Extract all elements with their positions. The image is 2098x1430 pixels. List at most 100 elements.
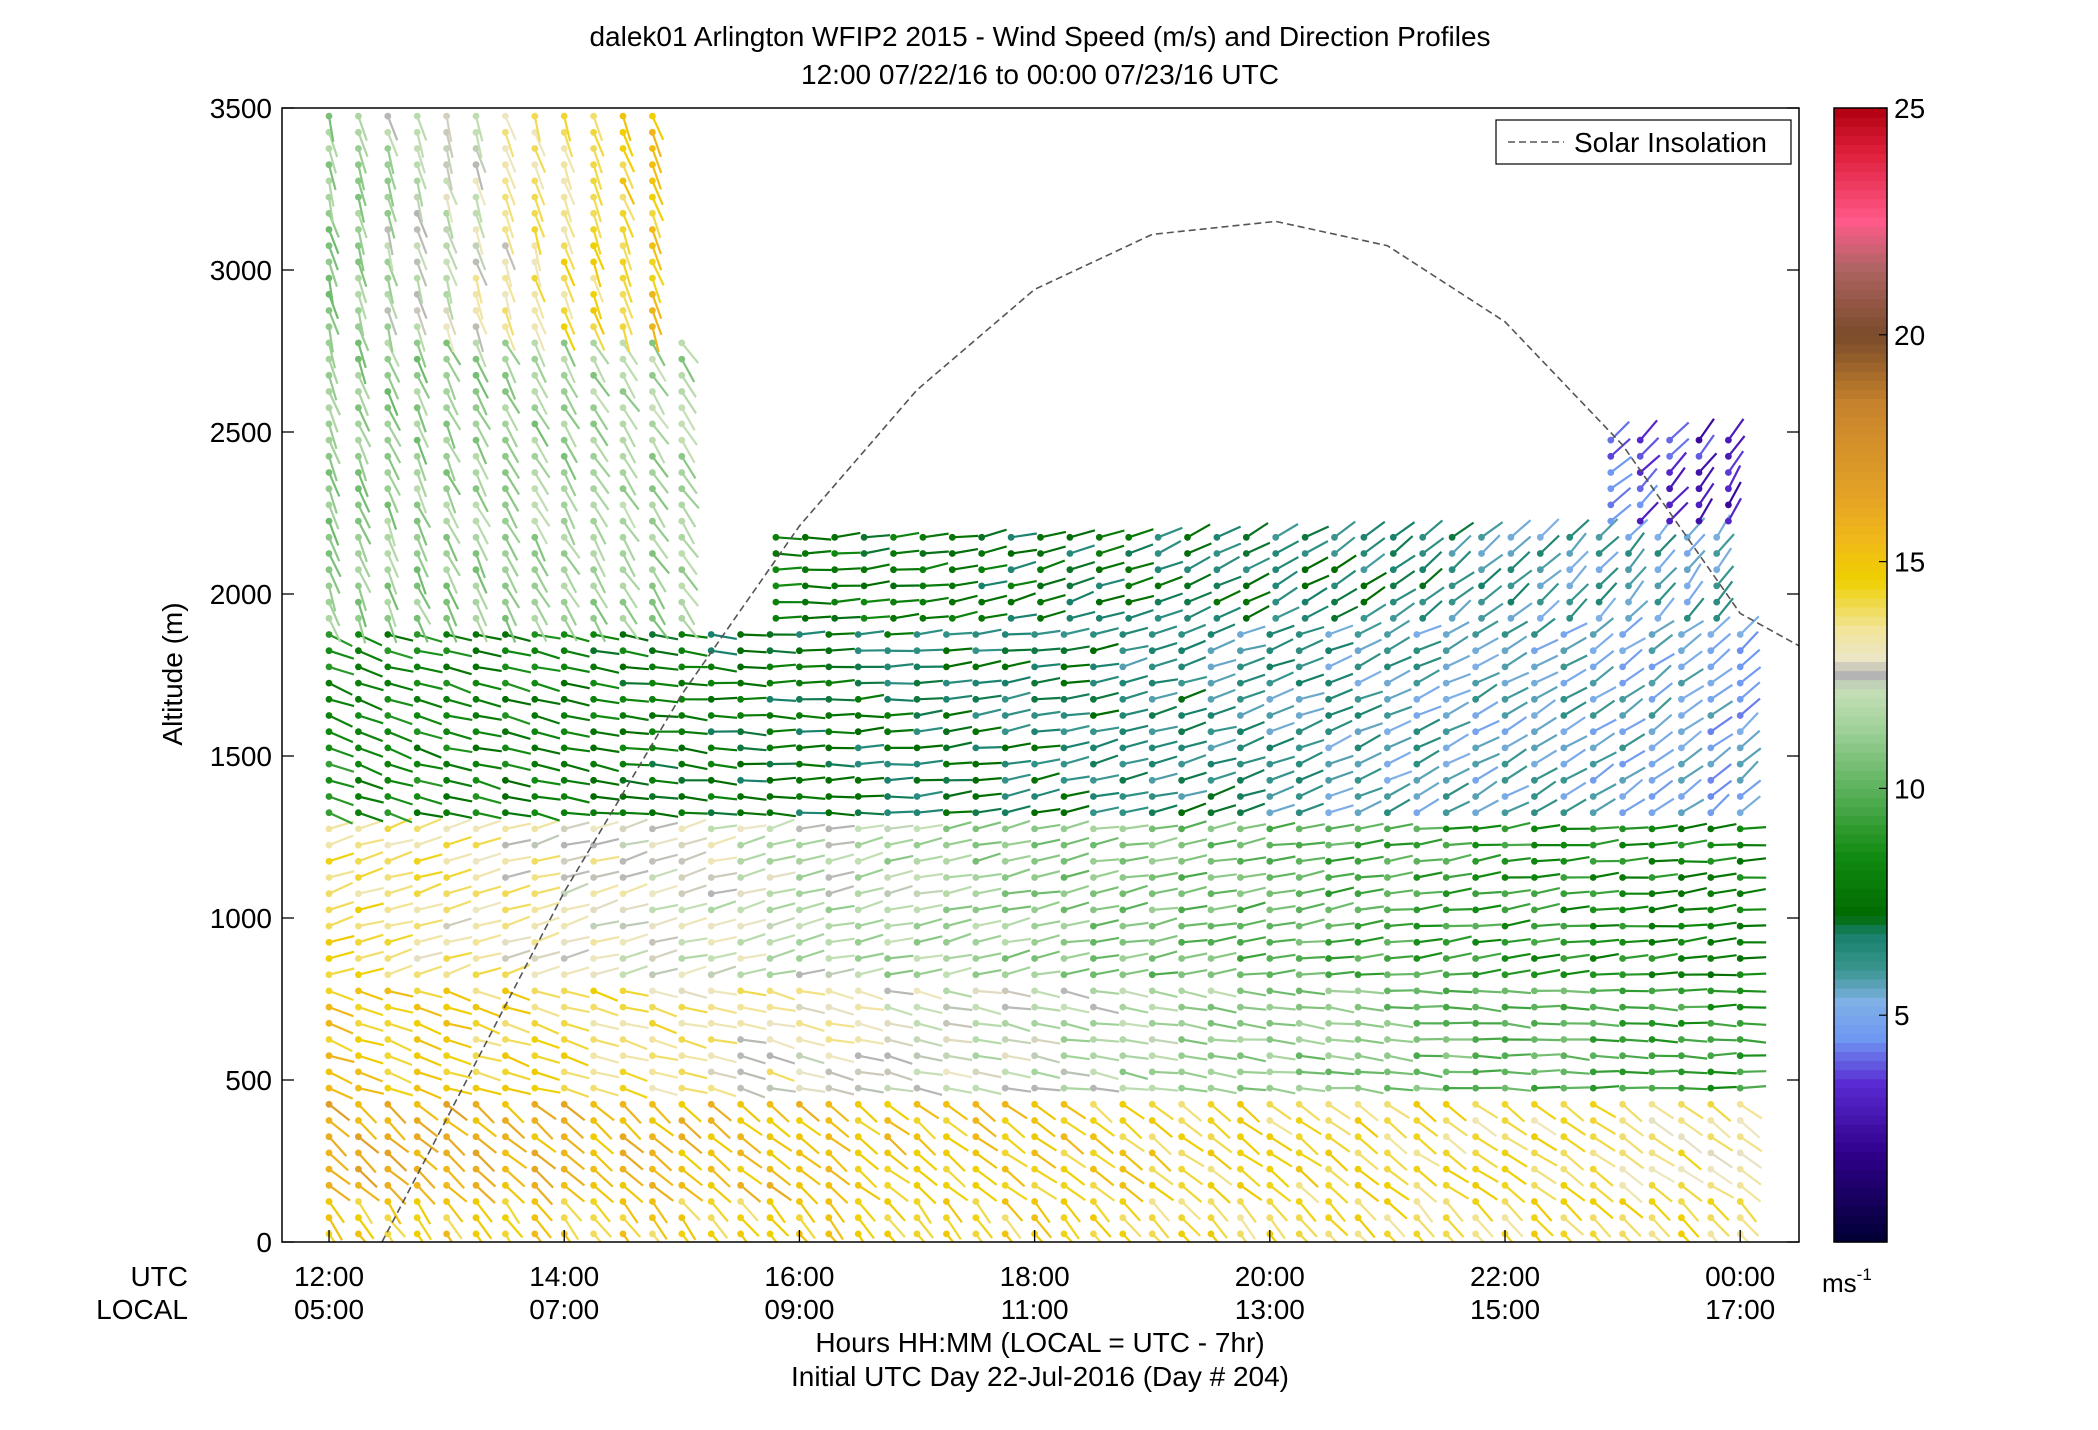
wind-barb-dot [443, 793, 450, 800]
wind-barb-dot [590, 1004, 597, 1011]
wind-barb-stem [652, 699, 678, 702]
wind-barb-dot [1178, 680, 1185, 687]
wind-barb-stem [1270, 940, 1296, 943]
wind-barb-dot [890, 583, 897, 590]
wind-barb-dot [884, 1231, 891, 1238]
wind-barb-dot [1472, 1133, 1479, 1140]
wind-barb-dot [414, 809, 421, 816]
wind-barb-stem [1329, 1007, 1355, 1012]
wind-barb-stem [1035, 855, 1060, 861]
wind-barb-dot [531, 599, 538, 606]
wind-barbs [326, 113, 1767, 1257]
wind-barb-dot [1472, 761, 1479, 768]
wind-barb-stem [1593, 1071, 1619, 1072]
wind-barb-dot [649, 469, 656, 476]
wind-barb-dot [561, 1182, 568, 1189]
wind-barb-dot [1355, 1214, 1362, 1221]
wind-barb-dot [1331, 534, 1338, 541]
wind-barb-dot [473, 1166, 480, 1173]
wind-barb-dot [561, 680, 568, 687]
wind-barb-dot [443, 761, 450, 768]
wind-barb-dot [1178, 1020, 1185, 1027]
wind-barb-dot [1149, 1020, 1156, 1027]
wind-barb-dot [473, 647, 480, 654]
wind-barb-stem [1064, 1169, 1085, 1185]
wind-barb-stem [623, 667, 649, 669]
wind-barb-stem [1611, 422, 1629, 440]
wind-barb-dot [531, 1231, 538, 1238]
wind-barb-stem [741, 955, 767, 959]
wind-barb-dot [1119, 1069, 1126, 1076]
wind-barb-dot [1325, 1166, 1332, 1173]
wind-barb-dot [561, 1004, 568, 1011]
wind-barb-stem [594, 1104, 615, 1120]
wind-barb-dot [1590, 1133, 1597, 1140]
wind-barb-dot [443, 421, 450, 428]
wind-barb-dot [1531, 712, 1538, 719]
wind-barb-dot [1031, 680, 1038, 687]
wind-barb-dot [1266, 1198, 1273, 1205]
wind-barb-stem [682, 764, 708, 769]
wind-barb-dot [1090, 647, 1097, 654]
wind-barb-dot [1178, 890, 1185, 897]
wind-barb-dot [502, 421, 509, 428]
wind-barb-dot [1149, 728, 1156, 735]
wind-barb-stem [858, 969, 883, 975]
wind-barb-dot [1531, 1150, 1538, 1157]
wind-barb-dot [831, 615, 838, 622]
wind-barb-stem [770, 764, 796, 765]
wind-barb-stem [1329, 991, 1355, 992]
wind-barb-stem [1711, 824, 1737, 829]
wind-barb-dot [825, 1133, 832, 1140]
wind-barb-stem [976, 681, 1002, 684]
wind-barb-dot [737, 728, 744, 735]
wind-barb-dot [1008, 583, 1015, 590]
wind-barb-dot [1355, 1150, 1362, 1157]
wind-barb-dot [1678, 1150, 1685, 1157]
wind-barb-stem [976, 661, 1001, 667]
wind-barb-dot [1737, 809, 1744, 816]
wind-barb-dot [767, 664, 774, 671]
wind-barb-dot [1590, 1198, 1597, 1205]
wind-barb-dot [708, 1085, 715, 1092]
wind-barb-stem [829, 956, 855, 959]
wind-barb-dot [443, 1004, 450, 1011]
wind-barb-dot [473, 761, 480, 768]
wind-barb-dot [1737, 1214, 1744, 1221]
wind-barb-dot [1149, 874, 1156, 881]
wind-barb-stem [1593, 925, 1619, 926]
wind-barb-dot [620, 712, 627, 719]
wind-barb-dot [1696, 437, 1703, 444]
wind-barb-dot [1325, 680, 1332, 687]
wind-barb-stem [1329, 888, 1354, 894]
wind-barb-dot [1149, 890, 1156, 897]
wind-barb-dot [708, 1069, 715, 1076]
wind-barb-dot [1384, 1020, 1391, 1027]
wind-barb-stem [1358, 954, 1384, 958]
wind-barb-dot [443, 1150, 450, 1157]
wind-barb-stem [1534, 888, 1559, 894]
wind-barb-stem [976, 1169, 997, 1185]
wind-barb-dot [1031, 874, 1038, 881]
wind-barb-dot [1125, 550, 1132, 557]
wind-barb-dot [1707, 1085, 1714, 1092]
wind-barb-dot [943, 712, 950, 719]
wind-barb-stem [388, 903, 413, 910]
wind-barb-dot [678, 1085, 685, 1092]
wind-barb-stem [1064, 629, 1089, 635]
wind-barb-dot [1266, 955, 1273, 962]
wind-barb-stem [476, 667, 502, 671]
wind-barb-stem [1534, 970, 1560, 975]
wind-barb-dot [914, 777, 921, 784]
wind-barb-dot [620, 242, 627, 249]
wind-barb-dot [825, 955, 832, 962]
wind-barb-dot [1531, 988, 1538, 995]
wind-barb-stem [1093, 1137, 1113, 1154]
wind-barb-stem [799, 991, 825, 995]
wind-barb-dot [531, 1166, 538, 1173]
wind-barb-stem [1093, 920, 1118, 926]
wind-barb-stem [770, 1121, 790, 1138]
wind-barb-dot [1125, 583, 1132, 590]
wind-barb-dot [1502, 1133, 1509, 1140]
wind-barb-dot [531, 372, 538, 379]
